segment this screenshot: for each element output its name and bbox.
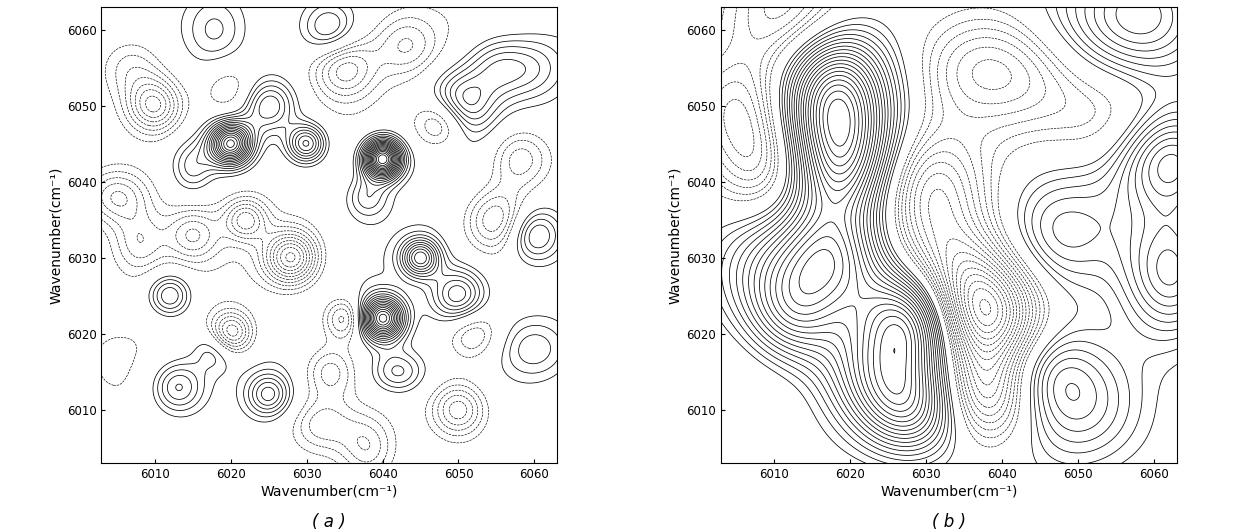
Y-axis label: Wavenumber(cm⁻¹): Wavenumber(cm⁻¹) xyxy=(668,166,683,304)
Y-axis label: Wavenumber(cm⁻¹): Wavenumber(cm⁻¹) xyxy=(48,166,63,304)
Text: ( b ): ( b ) xyxy=(932,513,966,531)
X-axis label: Wavenumber(cm⁻¹): Wavenumber(cm⁻¹) xyxy=(881,485,1017,499)
Text: ( a ): ( a ) xyxy=(312,513,346,531)
X-axis label: Wavenumber(cm⁻¹): Wavenumber(cm⁻¹) xyxy=(260,485,398,499)
